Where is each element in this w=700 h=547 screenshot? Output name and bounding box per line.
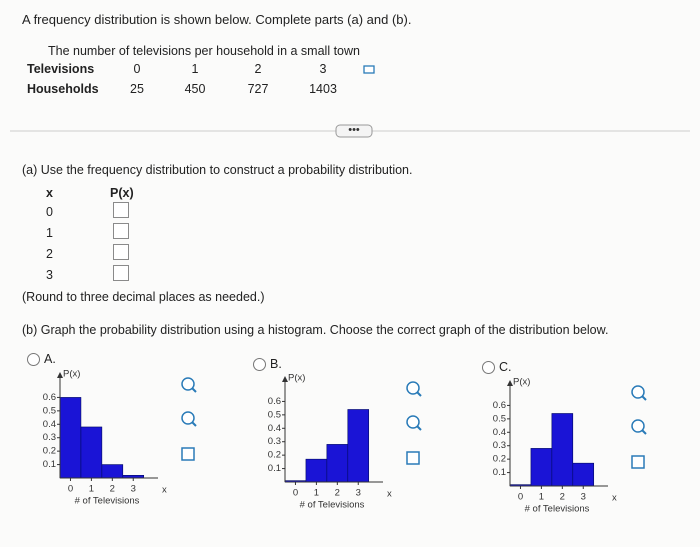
option-label: B. <box>270 357 282 371</box>
x-tick-label: 3 <box>131 484 136 495</box>
bar <box>59 397 82 479</box>
copy-icon[interactable] <box>362 64 378 76</box>
y-axis-label: P(x) <box>63 369 80 380</box>
radio[interactable] <box>482 361 495 374</box>
answer-box[interactable] <box>113 244 129 260</box>
part-b-prompt: (b) Graph the probability distribution u… <box>22 323 609 337</box>
y-tick-label: 0.1 <box>43 459 56 470</box>
row-header: Televisions <box>27 62 95 76</box>
answer-box[interactable] <box>113 265 129 281</box>
x-value: 0 <box>46 205 53 219</box>
dots: ••• <box>348 124 360 136</box>
x-value: 1 <box>46 226 53 240</box>
y-axis-arrow <box>57 372 63 378</box>
bar <box>80 426 103 479</box>
bar <box>347 409 370 483</box>
cell: 450 <box>184 82 206 96</box>
popout-icon[interactable] <box>631 455 645 469</box>
y-axis-label: P(x) <box>513 377 530 388</box>
popout-icon[interactable] <box>181 447 195 461</box>
cell: 2 <box>254 62 262 76</box>
bar <box>551 413 574 487</box>
cell: 727 <box>247 82 269 96</box>
y-tick-label: 0.6 <box>43 392 56 403</box>
x-axis-label: # of Televisions <box>525 504 590 515</box>
x-value: 3 <box>46 268 53 282</box>
x-tick-label: 1 <box>89 484 94 495</box>
x-tick-label: 1 <box>314 488 319 499</box>
y-tick-label: 0.1 <box>493 467 506 478</box>
cell: 3 <box>319 62 327 76</box>
zoom-out[interactable] <box>406 415 422 431</box>
x-tick-label: 0 <box>518 492 523 503</box>
zoom-out[interactable] <box>181 411 197 427</box>
y-axis-arrow <box>282 376 288 382</box>
answer-box[interactable] <box>113 223 129 239</box>
option-chart[interactable]: P(x) x 0.1 0.2 0.3 0.4 0.5 0.6 0 1 2 3# of Televisi… <box>20 360 225 520</box>
x-value: 2 <box>46 247 53 261</box>
y-tick-label: 0.6 <box>268 396 281 407</box>
y-tick-label: 0.5 <box>493 413 506 424</box>
y-tick-label: 0.5 <box>268 409 281 420</box>
col-header: P(x) <box>110 186 134 200</box>
y-tick-label: 0.3 <box>493 440 506 451</box>
bar <box>572 462 595 487</box>
round-note: (Round to three decimal places as needed… <box>22 290 265 304</box>
y-tick-label: 0.2 <box>268 450 281 461</box>
y-tick-label: 0.2 <box>43 446 56 457</box>
option-chart[interactable]: P(x) x 0.1 0.2 0.3 0.4 0.5 0.6 0 1 2 3# of Televisi… <box>470 360 675 520</box>
popout-icon[interactable] <box>406 451 420 465</box>
x-axis-label: # of Televisions <box>75 496 140 507</box>
zoom-in[interactable] <box>181 377 197 393</box>
radio[interactable] <box>27 353 40 366</box>
option-label: C. <box>499 360 512 374</box>
x-tick-label: 2 <box>335 488 340 499</box>
x-tick-label: 0 <box>293 488 298 499</box>
expand-button[interactable] <box>335 124 373 138</box>
y-tick-label: 0.5 <box>43 405 56 416</box>
zoom-in[interactable] <box>631 385 647 401</box>
y-tick-label: 0.4 <box>43 419 56 430</box>
bar <box>326 444 349 483</box>
radio[interactable] <box>253 358 266 371</box>
x-symbol: x <box>387 489 392 500</box>
row-header: Households <box>27 82 99 96</box>
cell: 1 <box>191 62 199 76</box>
bar <box>305 458 328 483</box>
y-tick-label: 0.4 <box>268 423 281 434</box>
option-chart[interactable]: P(x) x 0.1 0.2 0.3 0.4 0.5 0.6 0 1 2 3# of Televisi… <box>245 360 450 520</box>
part-a-prompt: (a) Use the frequency distribution to co… <box>22 163 413 177</box>
bar <box>101 464 124 479</box>
x-tick-label: 0 <box>68 484 73 495</box>
divider: ••• <box>10 124 690 138</box>
cell: 25 <box>130 82 144 96</box>
table-caption: The number of televisions per household … <box>48 44 360 58</box>
y-tick-label: 0.3 <box>43 432 56 443</box>
instruction: A frequency distribution is shown below.… <box>22 12 412 27</box>
option-label: A. <box>44 352 56 366</box>
x-symbol: x <box>612 493 617 504</box>
x-symbol: x <box>162 485 167 496</box>
y-tick-label: 0.2 <box>493 454 506 465</box>
y-axis-arrow <box>507 380 513 386</box>
x-axis-label: # of Televisions <box>300 500 365 511</box>
answer-box[interactable] <box>113 202 129 218</box>
y-tick-label: 0.1 <box>268 463 281 474</box>
zoom-in[interactable] <box>406 381 422 397</box>
y-tick-label: 0.3 <box>268 436 281 447</box>
y-axis-label: P(x) <box>288 373 305 384</box>
x-tick-label: 1 <box>539 492 544 503</box>
x-tick-label: 2 <box>560 492 565 503</box>
cell: 0 <box>133 62 141 76</box>
y-tick-label: 0.6 <box>493 400 506 411</box>
zoom-out[interactable] <box>631 419 647 435</box>
col-header: x <box>46 186 53 200</box>
x-tick-label: 3 <box>356 488 361 499</box>
bar <box>530 448 553 487</box>
y-tick-label: 0.4 <box>493 427 506 438</box>
x-tick-label: 2 <box>110 484 115 495</box>
x-tick-label: 3 <box>581 492 586 503</box>
cell: 1403 <box>309 82 337 96</box>
